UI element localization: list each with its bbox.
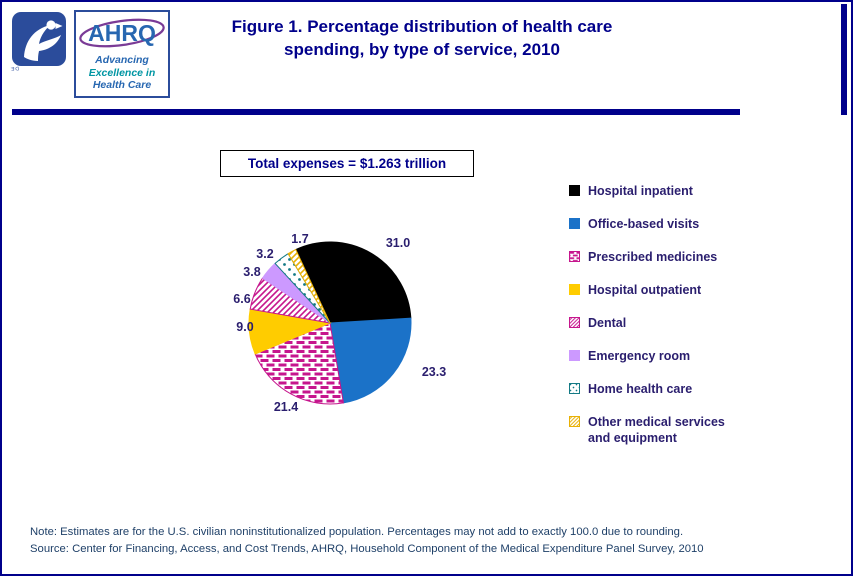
legend-swatch-icon: [569, 317, 580, 328]
legend-item: Prescribed medicines: [569, 249, 749, 265]
header-divider-bar: [12, 109, 740, 115]
pie-slice: [287, 248, 331, 324]
pie-value-label: 3.2: [256, 247, 273, 261]
pie-value-labels: 31.0 23.3 21.4 9.0 6.6 3.8 3.2 1.7: [233, 232, 446, 414]
legend-label: Prescribed medicines: [588, 250, 718, 264]
total-expenses-label: Total expenses = $1.263 trillion: [247, 156, 447, 171]
legend-swatch-icon: [569, 416, 580, 427]
legend-swatch-icon: [569, 185, 580, 196]
pie-slices: [248, 241, 412, 405]
chart-legend: Hospital inpatient Office-based visits Pre…: [569, 183, 749, 463]
total-expenses-box: Total expenses = $1.263 trillion: [220, 150, 474, 177]
legend-item: Emergency room: [569, 348, 749, 364]
legend-label: Emergency room: [588, 349, 691, 363]
pie-value-label: 23.3: [422, 365, 446, 379]
legend-swatch-icon: [569, 383, 580, 394]
legend-item: Office-based visits: [569, 216, 749, 232]
source-line: Source: Center for Financing, Access, an…: [30, 543, 704, 555]
legend-swatch-icon: [569, 350, 580, 361]
legend-swatch-icon: [569, 218, 580, 229]
pie-value-label: 31.0: [386, 236, 410, 250]
note-line: Note: Estimates are for the U.S. civilia…: [30, 526, 684, 538]
ahrq-wordmark: AHRQ: [88, 20, 156, 46]
legend-label: Dental: [588, 316, 627, 330]
right-accent-bar: [841, 4, 847, 115]
legend-label: Office-based visits: [588, 217, 700, 231]
pie-slice: [295, 241, 412, 324]
ahrq-wordmark-graphic: AHRQ: [79, 18, 165, 48]
legend-item: Hospital inpatient: [569, 183, 749, 199]
ahrq-tagline-line2: Excellence in: [88, 66, 156, 79]
legend-label: Hospital outpatient: [588, 283, 702, 297]
ahrq-tagline-line3: Health Care: [92, 79, 152, 91]
pie-value-label: 9.0: [236, 320, 253, 334]
pie-value-label: 6.6: [233, 292, 250, 306]
ahrq-tagline-line1: Advancing: [95, 54, 149, 66]
legend-label: Home health care: [588, 382, 693, 396]
figure-title: Figure 1. Percentage distribution of hea…: [142, 15, 702, 61]
legend-swatch-icon: [569, 251, 580, 262]
hhs-eagle-icon: [24, 20, 63, 61]
ahrq-tagline: Advancing Excellence in Health Care: [76, 54, 168, 92]
figure-title-line2: spending, by type of service, 2010: [284, 40, 560, 59]
ahrq-logo: AHRQ Advancing Excellence in Health Care: [74, 10, 170, 98]
footnotes: Note: Estimates are for the U.S. civilia…: [30, 524, 842, 558]
pie-slice: [329, 317, 412, 404]
pie-value-label: 21.4: [274, 400, 298, 414]
legend-item: Hospital outpatient: [569, 282, 749, 298]
legend-item: Other medical services and equipment: [569, 414, 749, 446]
pie-value-label: 3.8: [243, 265, 260, 279]
legend-label: Hospital inpatient: [588, 184, 693, 198]
hhs-logo: DEPARTMENT OF HEALTH & HUMAN SERVICES • …: [10, 10, 66, 71]
legend-item: Dental: [569, 315, 749, 331]
pie-slice: [254, 322, 344, 405]
legend-label: Other medical services and equipment: [588, 415, 725, 445]
pie-value-label: 1.7: [291, 232, 308, 246]
legend-item: Home health care: [569, 381, 749, 397]
ahrq-swoosh-icon: [79, 18, 165, 48]
legend-swatch-icon: [569, 284, 580, 295]
figure-title-line1: Figure 1. Percentage distribution of hea…: [231, 17, 613, 36]
